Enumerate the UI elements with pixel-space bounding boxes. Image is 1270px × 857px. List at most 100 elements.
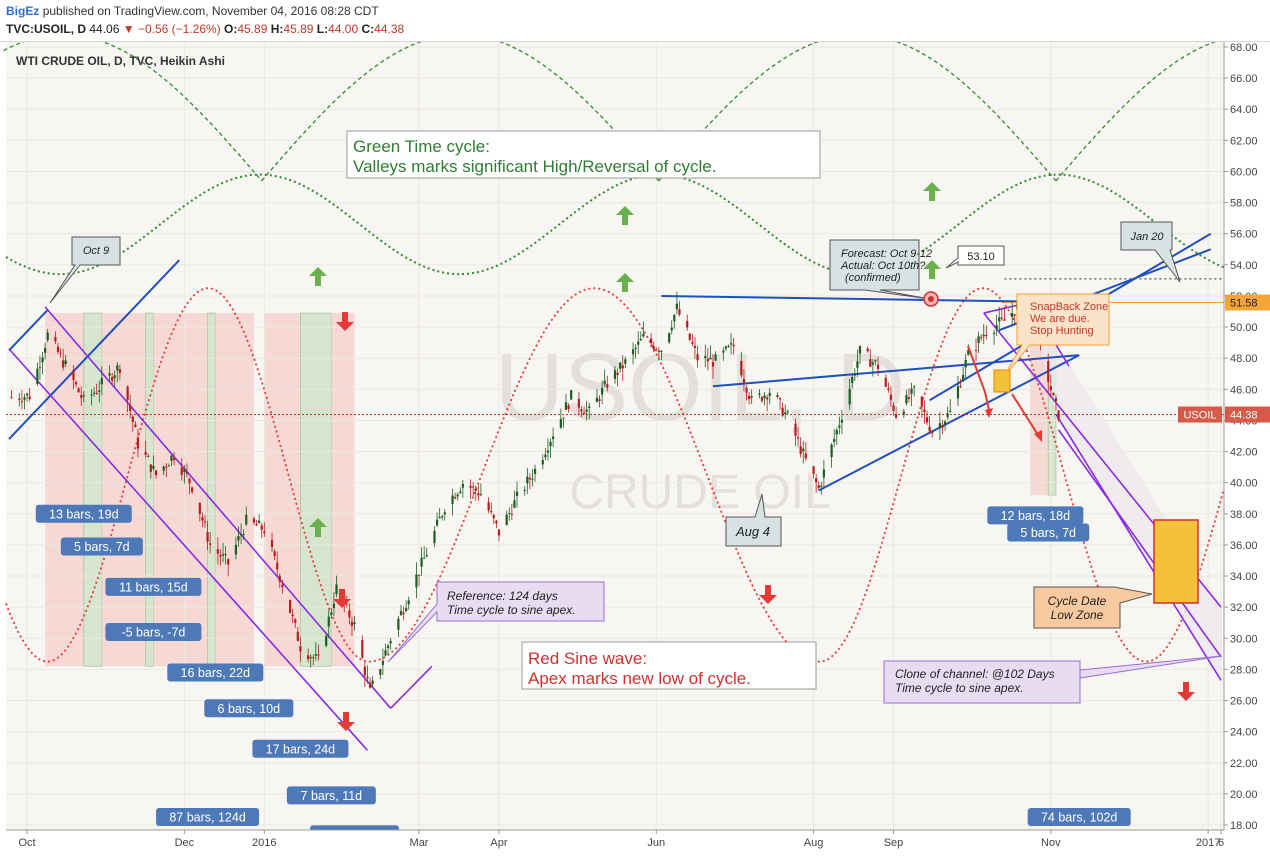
time-tick-label: Mar <box>410 837 429 849</box>
candle-body <box>732 344 735 347</box>
candle-body <box>714 354 717 361</box>
candle-body <box>309 657 312 659</box>
candle-body <box>18 398 21 401</box>
candle-body <box>616 372 619 376</box>
candle-body <box>276 562 279 570</box>
open-label: O: <box>224 22 238 36</box>
price-chart[interactable]: USOIL, D CRUDE OIL 13 bars, 19d 5 bars, 7… <box>0 42 1270 857</box>
price-axis[interactable]: 18.00 20.00 22.00 24.00 26.00 28.00 30.00 32.00… <box>1178 42 1270 832</box>
candle-body <box>776 394 779 397</box>
candle-body <box>227 559 230 565</box>
forecast-line3: (confirmed) <box>845 272 901 284</box>
candle-body <box>544 454 547 458</box>
price-tick-label: 26.00 <box>1230 696 1258 708</box>
aug4-callout: Aug 4 <box>725 493 782 547</box>
red-down-arrow-icon <box>336 312 354 331</box>
candle-body <box>325 636 328 646</box>
candle-body <box>977 336 980 344</box>
candle-body <box>371 680 374 685</box>
ohlc-line: TVC:USOIL, D 44.06 ▼ −0.56 (−1.26%) O:45… <box>6 22 404 36</box>
candle-body <box>420 557 423 567</box>
red-down-arrow-icon <box>337 712 355 731</box>
price-tick-label: 32.00 <box>1230 602 1258 614</box>
price-change: −0.56 (−1.26%) <box>137 22 221 36</box>
candle-body <box>201 517 204 521</box>
candle-body <box>931 432 934 434</box>
level-5158-tag-text: 51.58 <box>1230 297 1258 309</box>
candle-body <box>894 414 898 418</box>
candle-body <box>36 368 39 384</box>
candle-body <box>613 370 617 379</box>
candle-body <box>802 448 805 452</box>
candle-body <box>652 346 655 350</box>
candle-body <box>451 495 454 504</box>
watermark-symbol: USOIL, D <box>495 334 906 441</box>
time-tick-label: Jun <box>647 837 665 849</box>
reference-callout: Reference: 124 days Time cycle to sine a… <box>387 581 605 663</box>
candle-body <box>454 496 457 499</box>
price-axis-background <box>1224 42 1270 830</box>
candle-body <box>784 412 787 415</box>
candle-body <box>345 603 348 605</box>
candle-body <box>564 402 568 410</box>
candle-body <box>567 405 570 409</box>
down-triangle-icon: ▼ <box>122 22 135 36</box>
candle-body <box>913 386 916 388</box>
candle-body <box>379 669 382 675</box>
candle-body <box>570 390 573 400</box>
time-zone-bear <box>153 313 208 667</box>
bar-count-label: 6 bars, 10d <box>218 702 281 716</box>
open-value: 45.89 <box>237 22 268 36</box>
time-tick-label: Sep <box>884 837 904 849</box>
trendline <box>8 259 180 440</box>
clone-line1: Clone of channel: @102 Days <box>895 667 1055 681</box>
candle-body <box>887 388 890 390</box>
candle-body <box>44 347 47 353</box>
candle-body <box>435 519 439 526</box>
low-label: L: <box>316 22 329 36</box>
candle-body <box>296 631 299 642</box>
candle-body <box>691 341 694 344</box>
price-tick-label: 18.00 <box>1230 820 1258 832</box>
candle-body <box>546 450 550 453</box>
bar-count-label-box <box>204 699 294 718</box>
candle-body <box>399 611 403 615</box>
candle-body <box>441 516 444 518</box>
candle-body <box>74 382 78 385</box>
candle-body <box>974 349 978 351</box>
candle-body <box>577 398 580 408</box>
target-marker <box>923 291 939 307</box>
candle-body <box>443 512 446 515</box>
candle-body <box>696 354 699 361</box>
candle-body <box>998 317 1001 322</box>
candle-body <box>938 423 942 429</box>
candle-body <box>796 437 800 439</box>
candle-body <box>423 557 426 559</box>
close-value: 44.38 <box>374 22 405 36</box>
last-price: 44.06 <box>89 22 120 36</box>
price-tick-label: 28.00 <box>1230 664 1258 676</box>
reference-line2: Time cycle to sine apex. <box>447 603 576 617</box>
candle-body <box>812 466 815 475</box>
time-tick-label: Oct <box>18 837 35 849</box>
clone-callout: Clone of channel: @102 Days Time cycle t… <box>883 655 1223 704</box>
candle-body <box>533 468 537 474</box>
candle-body <box>368 682 372 688</box>
candle-body <box>601 387 604 395</box>
candle-body <box>224 554 227 556</box>
bar-count-label-box <box>1027 808 1131 826</box>
candle-body <box>603 380 606 385</box>
candle-body <box>967 349 970 355</box>
time-tick-label: Dec <box>175 837 195 849</box>
candle-body <box>363 666 366 676</box>
author-name[interactable]: BigEz <box>6 4 40 18</box>
candle-body <box>760 397 764 401</box>
candle-body <box>851 376 854 383</box>
candle-body <box>799 446 802 455</box>
candle-body <box>38 367 42 369</box>
candle-body <box>281 584 284 588</box>
publish-line: BigEz published on TradingView.com, Nove… <box>6 4 379 18</box>
candle-body <box>889 394 893 400</box>
candle-body <box>709 357 712 360</box>
